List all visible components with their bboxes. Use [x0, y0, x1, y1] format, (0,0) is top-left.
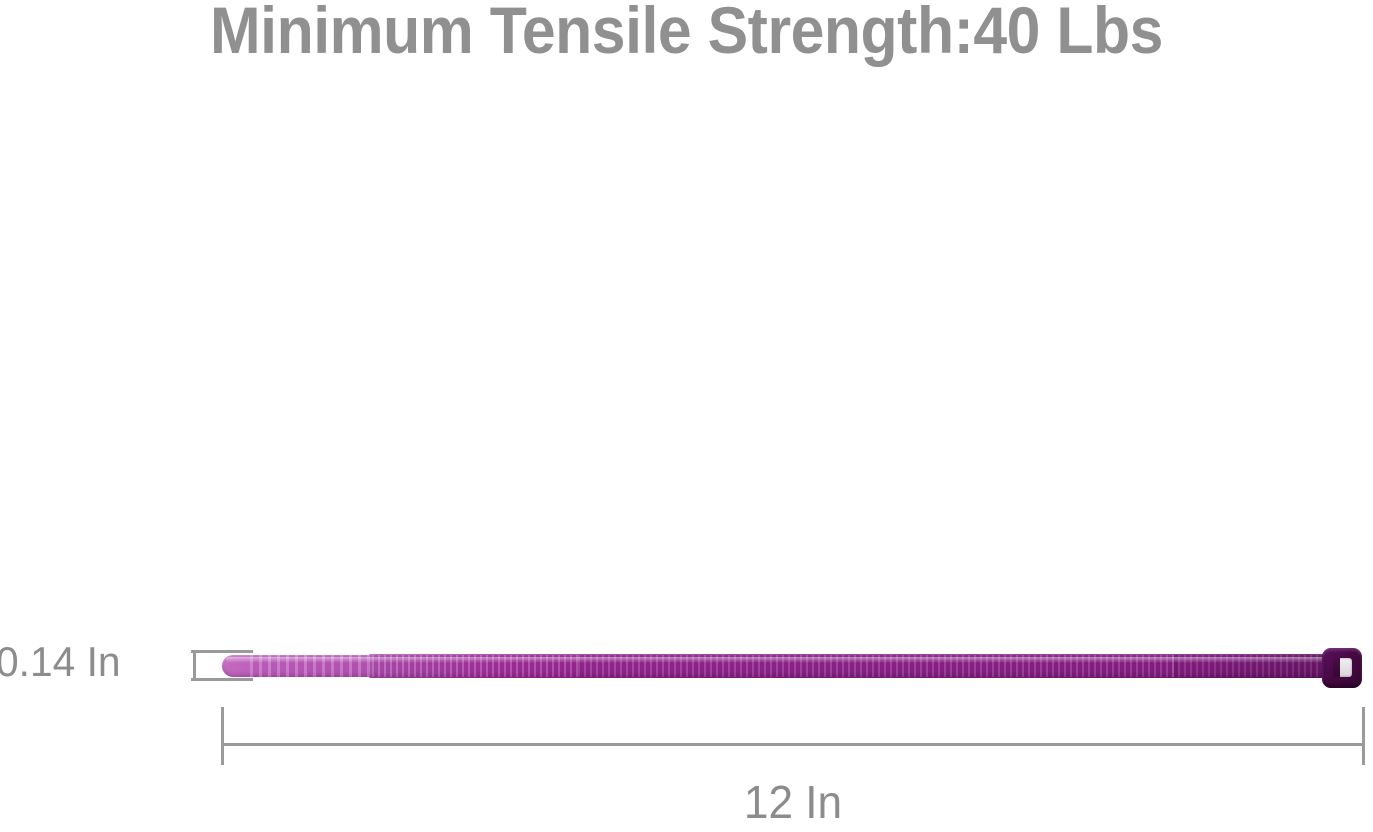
cable-tie-strap-light-section: [368, 654, 583, 678]
length-dimension-right-tick: [1362, 707, 1365, 765]
height-bracket-top-line: [191, 650, 253, 653]
cable-tie-tip: [222, 655, 372, 677]
length-dimension-left-tick: [221, 707, 224, 765]
height-bracket-bottom-line: [191, 678, 253, 681]
cable-tie-head: [1322, 648, 1362, 688]
height-dimension-label: 0.14 In: [0, 638, 121, 685]
cable-tie-strap-main-section: [578, 654, 1178, 678]
cable-tie-illustration: [222, 636, 1362, 692]
page-title: Minimum Tensile Strength:40 Lbs: [210, 0, 1163, 67]
height-bracket-end-tick: [193, 650, 196, 681]
length-dimension-line: [223, 743, 1363, 746]
cable-tie-head-slot-pawl: [1333, 658, 1340, 677]
length-dimension-label: 12 In: [743, 776, 843, 828]
cable-tie-strap-dark-section: [1172, 654, 1344, 678]
